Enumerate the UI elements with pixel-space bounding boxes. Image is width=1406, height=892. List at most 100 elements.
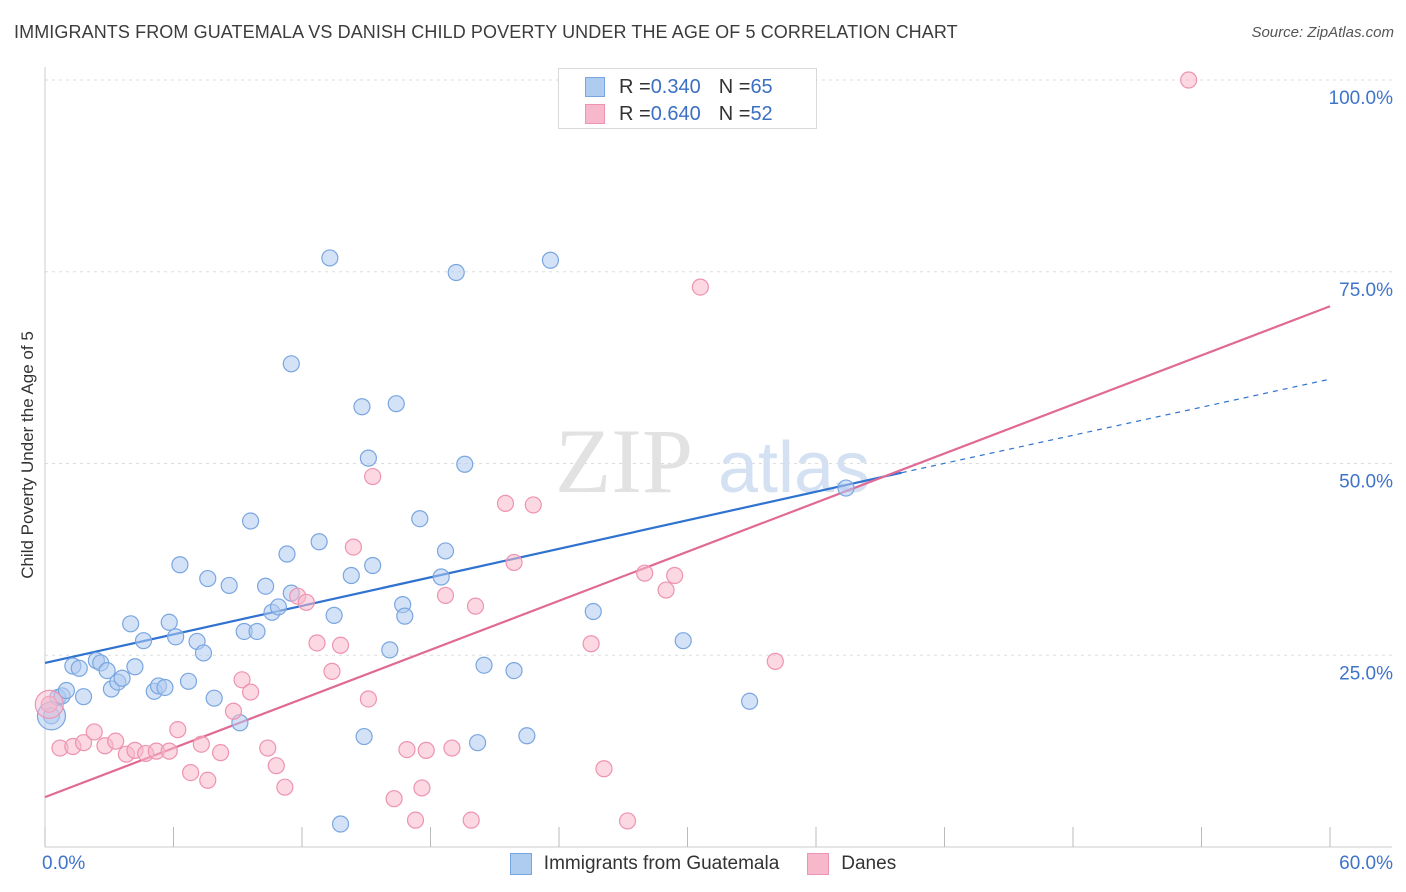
point-guatemala: [411, 510, 429, 528]
y-tick-label: 25.0%: [1339, 663, 1393, 684]
point-danes: [34, 689, 64, 719]
chart-title: IMMIGRANTS FROM GUATEMALA VS DANISH CHIL…: [14, 22, 958, 42]
point-danes: [160, 742, 178, 760]
point-guatemala: [256, 577, 275, 595]
legend-n-label: N =: [718, 75, 751, 98]
trendline-guatemala-extension: [901, 378, 1331, 474]
point-guatemala: [741, 692, 759, 710]
point-guatemala: [205, 689, 223, 707]
point-guatemala: [342, 566, 360, 585]
point-danes: [618, 812, 637, 830]
legend-label-guatemala: Immigrants from Guatemala: [543, 853, 780, 874]
point-guatemala: [355, 727, 373, 746]
legend-swatch-danes: [585, 104, 605, 124]
point-guatemala: [160, 613, 178, 631]
point-danes: [308, 634, 326, 652]
point-danes: [242, 683, 260, 701]
point-danes: [1180, 71, 1198, 89]
y-tick-label: 50.0%: [1339, 472, 1393, 493]
point-guatemala: [220, 576, 238, 595]
point-danes: [212, 744, 230, 762]
legend-r-value: 0.640: [650, 102, 701, 125]
point-danes: [595, 760, 613, 778]
point-guatemala: [199, 569, 217, 588]
point-guatemala: [837, 479, 855, 497]
trendline-danes: [44, 305, 1331, 799]
point-guatemala: [282, 355, 300, 373]
point-danes: [657, 581, 675, 599]
point-guatemala: [674, 632, 692, 650]
point-guatemala: [447, 263, 465, 282]
point-danes: [182, 764, 200, 782]
point-guatemala: [248, 622, 266, 641]
point-guatemala: [74, 688, 93, 706]
point-danes: [40, 695, 58, 713]
source-credit: Source: ZipAtlas.com: [1251, 24, 1394, 41]
point-danes: [74, 734, 93, 752]
point-guatemala: [518, 727, 536, 745]
point-danes: [691, 278, 709, 296]
point-guatemala: [469, 734, 487, 752]
point-danes: [466, 597, 485, 615]
point-danes: [85, 723, 103, 741]
point-guatemala: [325, 606, 343, 624]
trendline-guatemala: [44, 471, 902, 664]
point-guatemala: [98, 661, 116, 680]
point-danes: [267, 757, 285, 775]
point-guatemala: [57, 681, 76, 700]
point-guatemala: [242, 512, 260, 530]
stats-legend-row-guatemala: R = 0.340 N = 65: [585, 75, 773, 99]
legend-r-label: R =: [619, 75, 651, 98]
legend-label-danes: Danes: [841, 853, 897, 874]
point-danes: [582, 635, 600, 653]
y-axis-label: Child Poverty Under the Age of 5: [18, 331, 37, 579]
point-guatemala: [381, 641, 399, 659]
point-guatemala: [126, 658, 144, 676]
point-danes: [233, 671, 251, 689]
point-danes: [259, 739, 277, 757]
x-tick-label: 0.0%: [42, 853, 85, 874]
point-guatemala: [387, 395, 405, 413]
point-danes: [224, 702, 243, 720]
point-guatemala: [364, 556, 382, 575]
stats-legend: R = 0.340 N = 65 R = 0.640 N = 52: [558, 68, 817, 129]
legend-r-value: 0.340: [650, 75, 701, 98]
point-danes: [766, 652, 784, 670]
point-guatemala: [179, 672, 198, 690]
point-guatemala: [278, 545, 296, 563]
legend-item-guatemala[interactable]: Immigrants from Guatemala: [509, 853, 780, 875]
point-guatemala: [541, 251, 560, 269]
points-guatemala: [36, 249, 855, 833]
point-guatemala: [122, 615, 140, 633]
watermark-zip: ZIP: [555, 410, 693, 512]
point-danes: [462, 811, 480, 829]
point-guatemala: [70, 659, 88, 677]
point-danes: [297, 593, 315, 611]
legend-item-danes[interactable]: Danes: [807, 853, 896, 875]
point-danes: [385, 790, 403, 808]
legend-n-value: 52: [750, 102, 773, 125]
x-tick-label: 60.0%: [1339, 853, 1393, 874]
point-danes: [276, 778, 294, 796]
legend-n-value: 65: [750, 75, 773, 98]
point-guatemala: [171, 556, 189, 574]
legend-swatch-danes: [807, 853, 830, 875]
point-danes: [323, 662, 341, 680]
point-danes: [192, 735, 210, 753]
legend-n-label: N =: [718, 102, 751, 125]
grid: [45, 79, 1392, 656]
point-danes: [398, 740, 416, 759]
y-tick-label: 100.0%: [1329, 88, 1394, 109]
point-danes: [636, 564, 654, 582]
tick-labels: 25.0% 50.0% 75.0% 100.0% 0.0% 60.0%: [42, 88, 1393, 874]
point-danes: [413, 779, 431, 797]
point-guatemala: [436, 542, 455, 560]
point-guatemala: [456, 455, 474, 473]
point-danes: [496, 494, 515, 512]
y-tick-label: 75.0%: [1339, 280, 1393, 301]
point-guatemala: [505, 661, 523, 680]
point-guatemala: [432, 568, 450, 586]
point-danes: [199, 771, 217, 789]
watermark: ZIP atlas: [555, 410, 870, 512]
point-danes: [344, 538, 362, 556]
